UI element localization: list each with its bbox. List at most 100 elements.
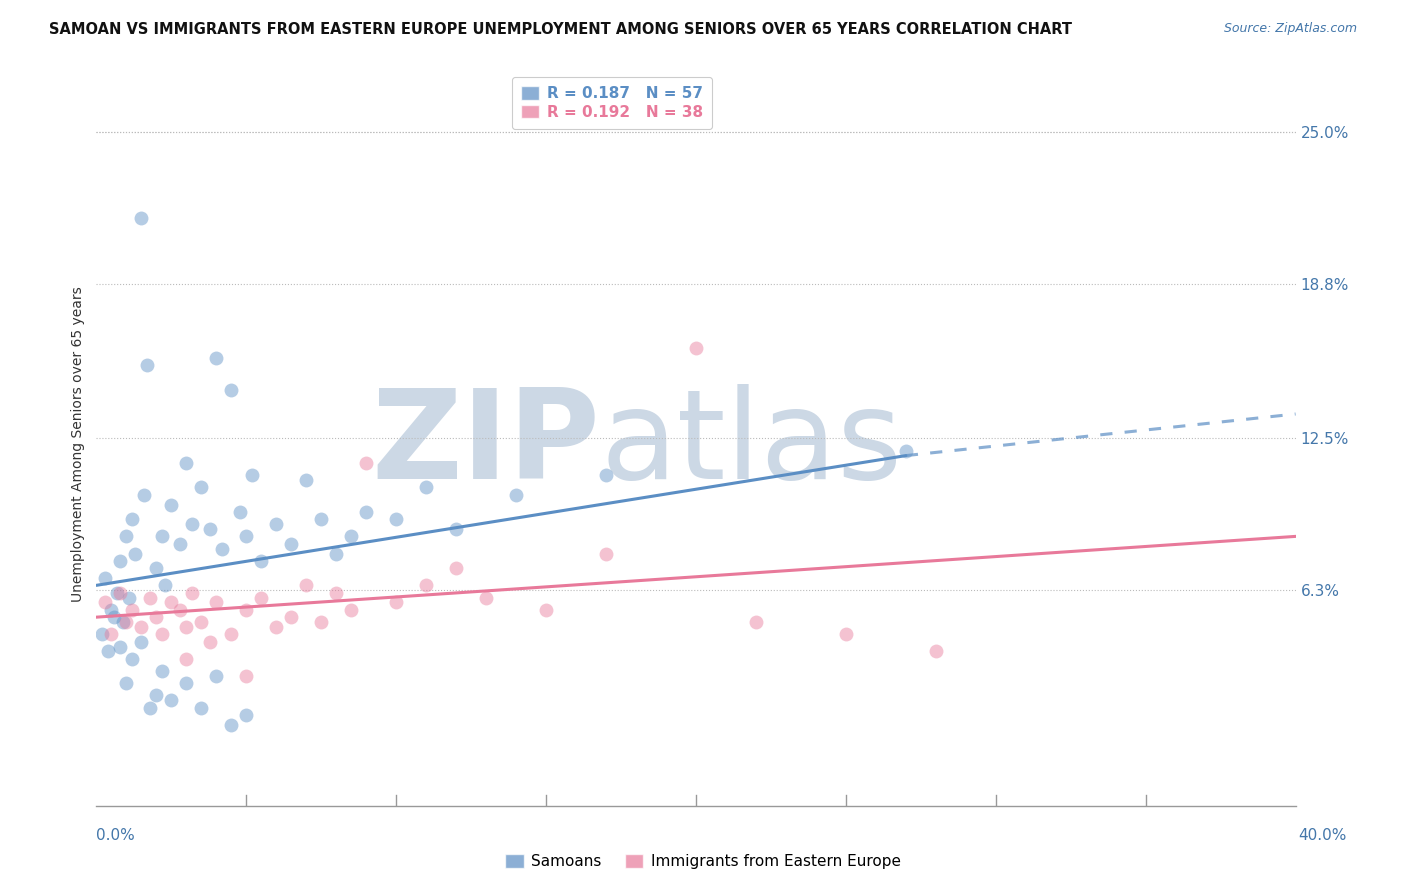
Point [174, 652, 197, 666]
Point [415, 480, 437, 494]
Point [94, 595, 117, 609]
Point [325, 585, 347, 599]
Point [200, 522, 222, 536]
Point [240, 468, 263, 483]
Point [235, 529, 257, 543]
Point [280, 537, 302, 551]
Point [190, 615, 212, 629]
Point [200, 634, 222, 648]
Text: 40.0%: 40.0% [1299, 828, 1347, 843]
Point [264, 517, 287, 532]
Point [100, 603, 122, 617]
Point [595, 468, 617, 483]
Point [250, 554, 273, 568]
Text: 0.0%: 0.0% [96, 828, 135, 843]
Point [110, 640, 132, 654]
Point [190, 480, 212, 494]
Point [150, 664, 173, 678]
Point [309, 615, 332, 629]
Point [205, 595, 228, 609]
Point [160, 595, 183, 609]
Point [685, 341, 707, 355]
Point [354, 505, 377, 519]
Point [385, 595, 408, 609]
Point [835, 627, 858, 641]
Point [150, 529, 173, 543]
Point [219, 383, 242, 397]
Point [139, 591, 162, 605]
Legend: R = 0.187   N = 57, R = 0.192   N = 38: R = 0.187 N = 57, R = 0.192 N = 38 [512, 77, 713, 129]
Point [169, 537, 191, 551]
Point [385, 512, 408, 526]
Point [475, 591, 498, 605]
Point [534, 603, 557, 617]
Point [145, 561, 167, 575]
Point [340, 603, 363, 617]
Point [105, 585, 128, 599]
Point [219, 627, 242, 641]
Point [309, 512, 332, 526]
Point [505, 488, 527, 502]
Point [124, 547, 146, 561]
Point [280, 610, 302, 624]
Point [190, 700, 212, 714]
Point [91, 627, 114, 641]
Point [894, 443, 917, 458]
Point [235, 669, 257, 683]
Point [444, 561, 467, 575]
Text: Source: ZipAtlas.com: Source: ZipAtlas.com [1223, 22, 1357, 36]
Point [295, 473, 318, 487]
Point [100, 627, 122, 641]
Point [181, 585, 204, 599]
Point [205, 351, 228, 365]
Point [174, 676, 197, 690]
Point [121, 603, 143, 617]
Point [174, 620, 197, 634]
Point [925, 644, 948, 658]
Point [160, 693, 183, 707]
Point [136, 358, 159, 372]
Point [115, 615, 138, 629]
Point [595, 547, 617, 561]
Point [235, 708, 257, 723]
Point [211, 541, 233, 556]
Point [115, 676, 138, 690]
Point [97, 644, 120, 658]
Point [121, 512, 143, 526]
Point [415, 578, 437, 592]
Point [150, 627, 173, 641]
Point [110, 554, 132, 568]
Point [295, 578, 318, 592]
Point [250, 591, 273, 605]
Point [139, 700, 162, 714]
Point [169, 603, 191, 617]
Point [131, 620, 153, 634]
Point [155, 578, 177, 592]
Point [145, 610, 167, 624]
Text: atlas: atlas [600, 384, 903, 505]
Point [354, 456, 377, 470]
Point [103, 610, 125, 624]
Y-axis label: Unemployment Among Seniors over 65 years: Unemployment Among Seniors over 65 years [72, 286, 86, 602]
Point [131, 211, 153, 226]
Point [174, 456, 197, 470]
Point [94, 571, 117, 585]
Text: ZIP: ZIP [371, 384, 600, 505]
Point [160, 498, 183, 512]
Point [264, 620, 287, 634]
Point [340, 529, 363, 543]
Point [235, 603, 257, 617]
Point [745, 615, 768, 629]
Point [444, 522, 467, 536]
Legend: Samoans, Immigrants from Eastern Europe: Samoans, Immigrants from Eastern Europe [499, 848, 907, 875]
Point [181, 517, 204, 532]
Point [325, 547, 347, 561]
Point [112, 615, 135, 629]
Point [118, 591, 141, 605]
Point [219, 718, 242, 732]
Point [229, 505, 252, 519]
Text: SAMOAN VS IMMIGRANTS FROM EASTERN EUROPE UNEMPLOYMENT AMONG SENIORS OVER 65 YEAR: SAMOAN VS IMMIGRANTS FROM EASTERN EUROPE… [49, 22, 1073, 37]
Point [131, 634, 153, 648]
Point [110, 585, 132, 599]
Point [121, 652, 143, 666]
